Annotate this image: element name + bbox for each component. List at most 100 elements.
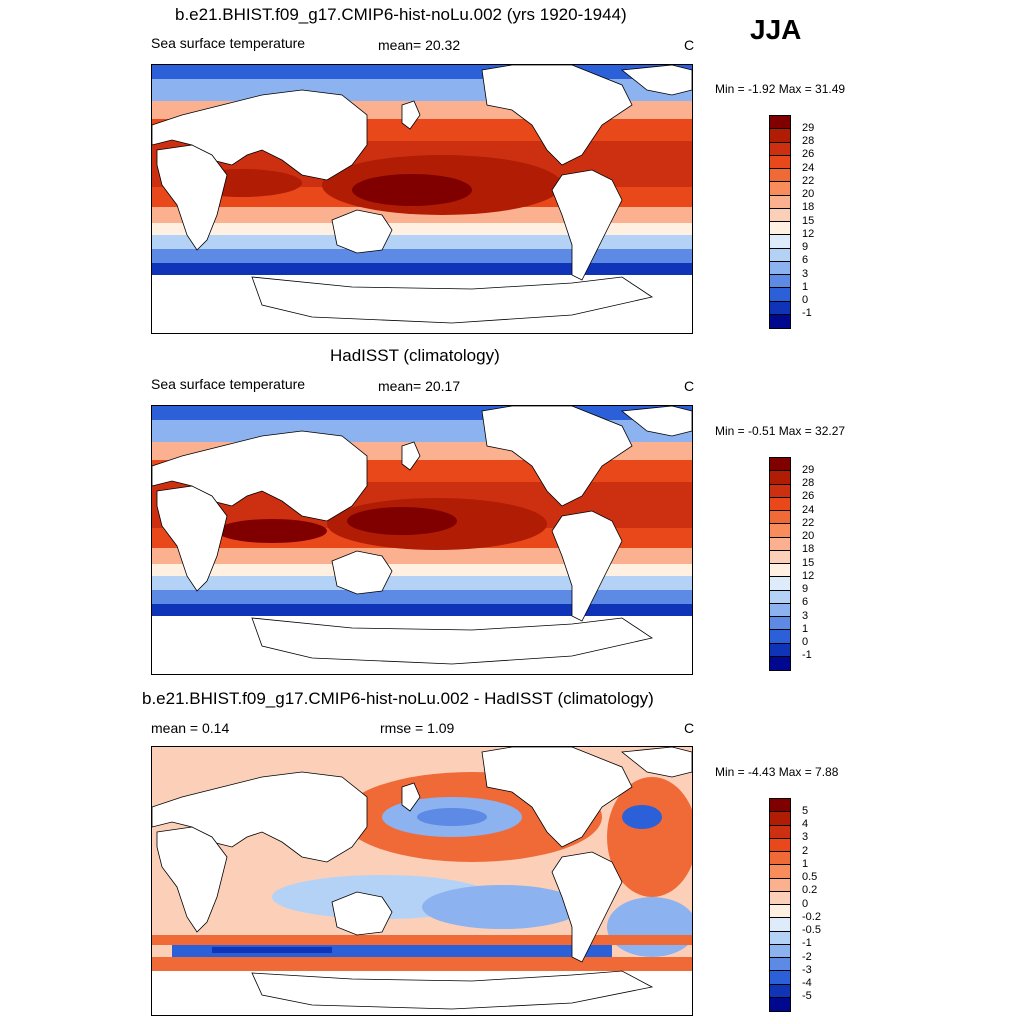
colorbar-swatch [770,261,790,275]
panel-1-colorbar-label: 24 [802,162,815,174]
colorbar-swatch [770,944,790,958]
colorbar-swatch [770,195,790,209]
panel-3-colorbar-label: 5 [802,805,809,817]
panel-1-colorbar [769,115,791,329]
panel-1-colorbar-label: 3 [802,268,809,280]
colorbar-swatch [770,918,790,932]
colorbar-swatch [770,182,790,196]
panel-2-colorbar-label: 3 [802,610,809,622]
colorbar-swatch [770,155,790,169]
panel-3-colorbar [769,798,791,1012]
panel-1-minmax: Min = -1.92 Max = 31.49 [715,82,846,96]
colorbar-swatch [770,958,790,972]
panel-2-colorbar-label: 28 [802,477,815,489]
panel-1-colorbar-label: 29 [802,122,815,134]
panel-1-colorbar-label: 12 [802,228,815,240]
panel-3-units: C [684,720,695,736]
colorbar-swatch [770,825,790,839]
colorbar-swatch [770,471,790,485]
colorbar-swatch [770,497,790,511]
colorbar-swatch [770,984,790,998]
panel-1-colorbar-label: 15 [802,215,815,227]
colorbar-swatch [770,116,790,130]
panel-3-colorbar-label: -0.5 [802,924,821,936]
panel-2-colorbar-label: 18 [802,543,815,555]
colorbar-swatch [770,169,790,183]
panel-2-title: HadISST (climatology) [330,346,500,365]
panel-1-units: C [684,37,695,53]
panel-2-colorbar [769,457,791,671]
panel-2-units: C [684,378,695,394]
colorbar-swatch [770,603,790,617]
panel-3-colorbar-label: 1 [802,858,809,870]
colorbar-swatch [770,577,790,591]
panel-2-colorbar-label: 0 [802,636,809,648]
colorbar-swatch [770,524,790,538]
panel-3-colorbar-label: 0.2 [802,884,818,896]
panel-2-colorbar-label: 20 [802,530,815,542]
panel-2-colorbar-label: 24 [802,504,815,516]
panel-1-mean-label: mean= 20.32 [378,37,461,53]
colorbar-swatch [770,208,790,222]
colorbar-swatch [770,484,790,498]
panel-1-colorbar-label: 1 [802,281,809,293]
colorbar-swatch [770,248,790,262]
panel-3-colorbar-label: -2 [802,951,812,963]
colorbar-swatch [770,458,790,472]
panel-1-colorbar-label: 22 [802,175,815,187]
colorbar-swatch [770,931,790,945]
colorbar-swatch [770,314,790,328]
panel-1-colorbar-label: -1 [802,307,812,319]
colorbar-swatch [770,643,790,657]
colorbar-swatch [770,865,790,879]
colorbar-swatch [770,550,790,564]
panel-3-colorbar-label: -3 [802,964,812,976]
panel-2-colorbar-label: 9 [802,583,809,595]
panel-2-colorbar-label: 12 [802,570,815,582]
season-label: JJA [750,14,802,45]
colorbar-swatch [770,905,790,919]
panel-3-rmse-label: rmse = 1.09 [380,720,455,736]
panel-3-map [151,746,693,1016]
colorbar-swatch [770,838,790,852]
colorbar-swatch [770,656,790,670]
panel-1-colorbar-label: 6 [802,254,809,266]
colorbar-swatch [770,537,790,551]
colorbar-swatch [770,812,790,826]
colorbar-swatch [770,511,790,525]
panel-2-colorbar-label: 1 [802,623,809,635]
panel-1-colorbar-label: 20 [802,188,815,200]
panel-2-colorbar-label: 26 [802,490,815,502]
colorbar-swatch [770,288,790,302]
panel-1-title: b.e21.BHIST.f09_g17.CMIP6-hist-noLu.002 … [175,5,627,24]
colorbar-swatch [770,852,790,866]
panel-3-colorbar-label: 3 [802,831,809,843]
colorbar-swatch [770,275,790,289]
panel-2-map [151,405,693,675]
panel-3-colorbar-label: -1 [802,937,812,949]
colorbar-swatch [770,799,790,813]
panel-3-colorbar-label: -0.2 [802,911,821,923]
panel-2-colorbar-label: 15 [802,557,815,569]
panel-1-colorbar-label: 28 [802,135,815,147]
panel-2-colorbar-label: 6 [802,596,809,608]
panel-3-colorbar-label: -4 [802,977,812,989]
colorbar-swatch [770,235,790,249]
colorbar-swatch [770,997,790,1011]
panel-1-colorbar-label: 18 [802,201,815,213]
panel-1-colorbar-label: 9 [802,241,809,253]
colorbar-swatch [770,222,790,236]
panel-3-mean-label: mean = 0.14 [151,720,230,736]
panel-2-minmax: Min = -0.51 Max = 32.27 [715,424,846,438]
colorbar-swatch [770,301,790,315]
panel-1-colorbar-label: 26 [802,148,815,160]
colorbar-swatch [770,142,790,156]
colorbar-swatch [770,129,790,143]
panel-3-colorbar-label: -5 [802,990,812,1002]
panel-3-colorbar-label: 0.5 [802,871,818,883]
panel-2-mean-label: mean= 20.17 [378,378,461,394]
colorbar-swatch [770,971,790,985]
panel-2-colorbar-label: 22 [802,517,815,529]
panel-1-map [151,64,693,334]
colorbar-swatch [770,891,790,905]
